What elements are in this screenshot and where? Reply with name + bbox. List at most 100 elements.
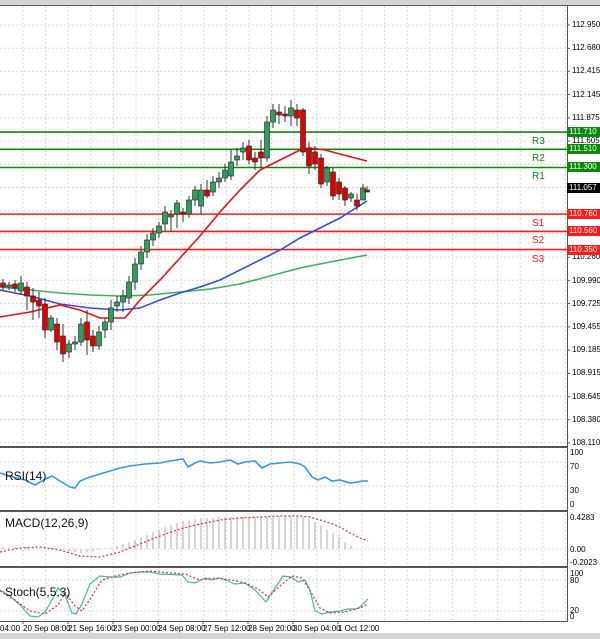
price-tick-label: 110.260	[572, 252, 600, 262]
rsi-tick-0: 0	[570, 500, 575, 509]
level-name-s3: S3	[532, 253, 545, 265]
bull-candle	[162, 211, 168, 225]
bull-candle	[102, 321, 108, 331]
price-tick-label: 108.380	[572, 414, 600, 424]
time-tick-label: 30 Sep 04:00	[293, 624, 341, 633]
bear-candle	[42, 303, 48, 331]
bear-candle	[258, 151, 264, 159]
rsi-tick-100: 100	[570, 448, 584, 457]
stoch-tick-100: 100	[570, 569, 584, 578]
bull-candle	[126, 281, 132, 299]
bull-candle	[264, 121, 270, 159]
stoch-tick-80: 80	[570, 576, 579, 585]
level-tag-s3: 110.350	[567, 244, 600, 255]
price-tick-label: 111.605	[572, 136, 600, 146]
bull-candle	[156, 225, 162, 234]
bear-candle	[12, 283, 18, 289]
level-tag-r3: 111.710	[567, 127, 600, 138]
bull-candle	[150, 232, 156, 241]
bear-candle	[336, 181, 342, 195]
bear-candle	[282, 113, 288, 117]
macd-tick-max: 0.4283	[570, 513, 595, 522]
bear-candle	[180, 211, 186, 215]
window-bottom-border	[0, 633, 600, 639]
bull-candle	[234, 155, 240, 161]
bull-candle	[240, 147, 246, 153]
bear-candle	[204, 189, 210, 197]
price-axis-line	[567, 5, 568, 622]
price-tick-label: 109.990	[572, 275, 600, 285]
bear-candle	[306, 147, 312, 167]
level-name-r2: R2	[532, 153, 545, 165]
bear-candle	[0, 282, 6, 288]
bull-candle	[270, 109, 276, 123]
time-tick-label: 28 Sep 20:00	[248, 624, 296, 633]
bull-candle	[132, 263, 138, 283]
rsi-tick-30: 30	[570, 486, 579, 495]
panel-divider[interactable]	[0, 510, 567, 512]
bull-candle	[96, 331, 102, 347]
bear-candle	[30, 295, 36, 303]
bear-candle	[276, 111, 282, 116]
bull-candle	[168, 214, 174, 218]
bull-candle	[348, 193, 354, 199]
time-tick-label: 04:00	[0, 624, 21, 633]
bull-candle	[114, 301, 120, 307]
bull-candle	[138, 251, 144, 265]
stoch-tick-0: 0	[570, 612, 575, 621]
bull-candle	[324, 167, 330, 183]
macd-tick-min: -0.2023	[570, 558, 598, 567]
price-tick-label: 111.875	[572, 112, 600, 122]
level-tag-r1: 111.300	[567, 162, 600, 173]
window-top-border	[0, 0, 600, 6]
ma-blue-line	[0, 200, 368, 311]
bull-candle	[18, 282, 24, 292]
price-tick-label: 112.415	[572, 66, 600, 76]
bull-candle	[360, 187, 366, 201]
bear-candle	[246, 145, 252, 161]
price-tick-label: 108.110	[572, 437, 600, 447]
level-name-r1: R1	[532, 171, 545, 183]
panel-divider[interactable]	[0, 566, 567, 568]
bear-candle	[90, 335, 96, 347]
level-name-s2: S2	[532, 235, 545, 247]
stoch-title: Stoch(5,5,3)	[5, 585, 71, 599]
panel-divider[interactable]	[0, 446, 567, 448]
current-price-tag: 111.057	[567, 183, 600, 193]
bull-candle	[216, 177, 222, 183]
level-name-r3: R3	[532, 136, 545, 148]
bear-candle	[312, 151, 318, 165]
price-tick-label: 109.185	[572, 345, 600, 355]
rsi-title: RSI(14)	[5, 469, 47, 483]
bear-candle	[24, 286, 30, 297]
price-tick-label: 112.680	[572, 43, 600, 53]
bull-candle	[186, 199, 192, 215]
bull-candle	[72, 341, 78, 345]
price-tick-label: 109.455	[572, 321, 600, 331]
bear-candle	[84, 321, 90, 341]
bear-candle	[294, 109, 300, 119]
macd-title: MACD(12,26,9)	[5, 516, 89, 530]
bear-candle	[318, 157, 324, 185]
bull-candle	[78, 323, 84, 343]
bull-candle	[192, 189, 198, 201]
level-tag-r2: 111.510	[567, 144, 600, 155]
time-tick-label: 1 Oct 12:00	[338, 624, 380, 633]
price-tick-label: 108.915	[572, 368, 600, 378]
bear-candle	[300, 109, 306, 153]
bear-candle	[330, 171, 336, 197]
stoch-k-line	[0, 571, 369, 618]
bull-candle	[210, 181, 216, 193]
time-tick-label: 24 Sep 08:00	[158, 624, 206, 633]
bear-candle	[36, 299, 42, 307]
price-tick-label: 109.725	[572, 298, 600, 308]
time-tick-label: 23 Sep 00:00	[113, 624, 161, 633]
bull-candle	[228, 161, 234, 177]
ma-red-line	[0, 147, 368, 319]
rsi-tick-70: 70	[570, 462, 579, 471]
level-tag-s1: 110.760	[567, 209, 600, 220]
bull-candle	[222, 169, 228, 179]
bear-candle	[354, 199, 360, 207]
bull-candle	[6, 284, 12, 288]
